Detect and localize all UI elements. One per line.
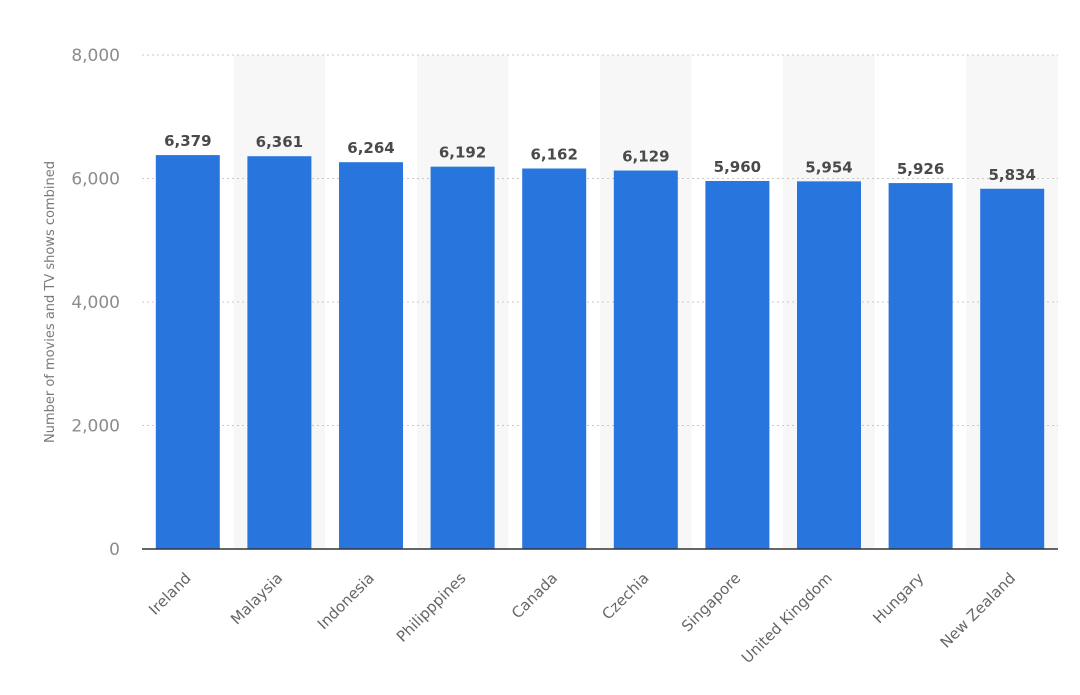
category-label: Czechia [598,569,652,623]
data-label: 6,192 [439,144,486,162]
bar-united-kingdom[interactable] [797,181,861,549]
y-tick-label: 4,000 [71,293,120,313]
bar-philipppines[interactable] [430,166,495,550]
y-axis-ticks: 0 2,000 4,000 6,000 8,000 [71,46,120,560]
y-tick-label: 2,000 [71,417,120,437]
category-label: New Zealand [937,569,1019,651]
category-label: Philipppines [393,569,470,646]
category-label: United Kingdom [738,569,836,667]
category-labels: Ireland Malaysia Indonesia Philipppines Cana… [145,569,1019,667]
bar-ireland[interactable] [155,155,220,550]
data-label: 5,954 [805,158,852,176]
data-label: 6,129 [622,148,669,166]
data-label: 5,960 [714,158,761,176]
category-label: Canada [508,569,561,622]
bars [155,155,1045,550]
category-label: Malaysia [227,569,286,628]
data-label: 6,361 [256,133,303,151]
bar-malaysia[interactable] [247,156,312,549]
data-label: 5,834 [988,166,1035,184]
data-label: 6,264 [347,139,394,157]
y-axis-title: Number of movies and TV shows combined [43,161,58,443]
category-label: Ireland [145,569,194,618]
category-label: Hungary [869,569,927,627]
bar-indonesia[interactable] [339,162,403,549]
bar-canada[interactable] [522,168,587,549]
y-tick-label: 0 [109,540,120,560]
data-label: 6,379 [164,132,211,150]
bar-singapore[interactable] [705,180,770,549]
bar-new-zealand[interactable] [980,188,1045,550]
y-tick-label: 8,000 [71,46,120,66]
category-label: Indonesia [314,569,378,633]
data-labels: 6,379 6,361 6,264 6,192 6,162 6,129 5,960 5,954… [164,132,1036,184]
y-tick-label: 6,000 [71,170,120,190]
bar-czechia[interactable] [613,170,678,550]
data-label: 6,162 [530,145,577,163]
bar-hungary[interactable] [888,183,953,549]
category-label: Singapore [678,569,744,635]
data-label: 5,926 [897,160,944,178]
